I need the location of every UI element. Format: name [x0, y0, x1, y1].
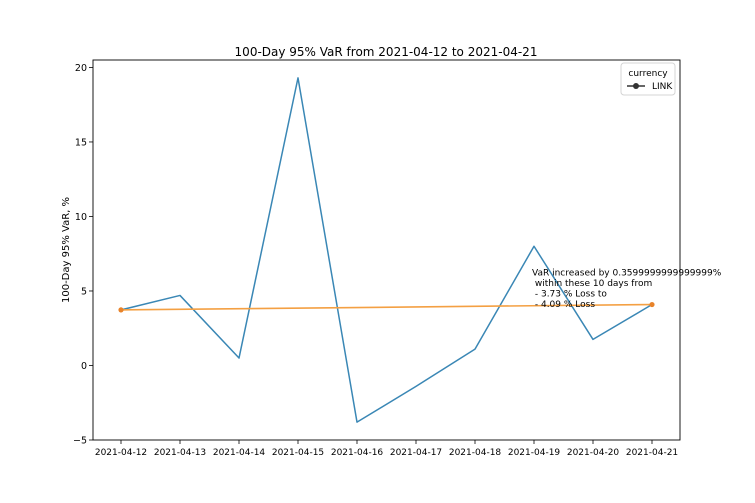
x-tick-label: 2021-04-12 [95, 448, 147, 458]
x-tick-label: 2021-04-17 [390, 448, 442, 458]
legend-marker-icon [633, 83, 639, 89]
y-tick-label: 15 [75, 137, 87, 148]
legend: currency LINK [620, 62, 676, 96]
y-tick-label: 5 [81, 286, 87, 297]
x-tick-label: 2021-04-18 [449, 448, 502, 458]
x-tick-label: 2021-04-16 [331, 448, 384, 458]
legend-title: currency [628, 69, 668, 79]
annotation-line: - 3.73 % Loss to [532, 290, 607, 300]
legend-entry: LINK [652, 82, 673, 92]
x-tick-label: 2021-04-21 [626, 448, 678, 458]
y-axis-label: 100-Day 95% VaR, % [61, 197, 72, 303]
trend-line [120, 303, 653, 311]
y-tick-label: 0 [81, 361, 87, 372]
annotation: VaR increased by 0.3599999999999999% wit… [532, 269, 722, 311]
x-tick-label: 2021-04-15 [272, 448, 324, 458]
y-tick-label: −5 [73, 436, 87, 447]
x-tick-label: 2021-04-13 [154, 448, 206, 458]
x-tick-label: 2021-04-19 [508, 448, 561, 458]
chart-title: 100-Day 95% VaR from 2021-04-12 to 2021-… [235, 45, 538, 59]
annotation-line: - 4.09 % Loss [532, 300, 595, 310]
annotation-line: VaR increased by 0.3599999999999999% [532, 269, 722, 279]
annotation-line: within these 10 days from [532, 279, 652, 289]
y-tick-label: 20 [75, 63, 87, 74]
series-line-link [120, 77, 653, 423]
trend-start-point [118, 307, 124, 313]
x-tick-label: 2021-04-14 [213, 448, 266, 458]
trend-end-point [649, 301, 655, 308]
plot-frame [92, 59, 681, 441]
y-tick-label: 10 [75, 212, 87, 223]
x-tick-label: 2021-04-20 [567, 448, 620, 458]
